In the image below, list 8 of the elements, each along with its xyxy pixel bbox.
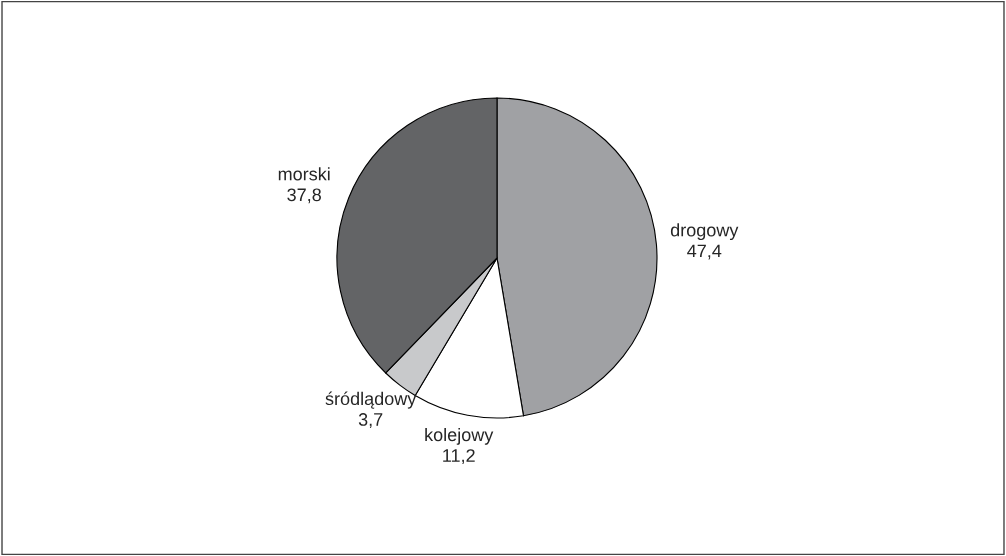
- slice-label: śródlądowy: [325, 391, 417, 409]
- data-label: 11,2: [443, 449, 475, 465]
- slice-label: kolejowy: [425, 427, 494, 445]
- slice-label: morski: [278, 167, 330, 181]
- data-label: 37,8: [287, 188, 321, 204]
- slice-label: drogowy: [670, 223, 739, 241]
- data-label: 47,4: [687, 244, 722, 260]
- data-label: 3,7: [358, 413, 383, 428]
